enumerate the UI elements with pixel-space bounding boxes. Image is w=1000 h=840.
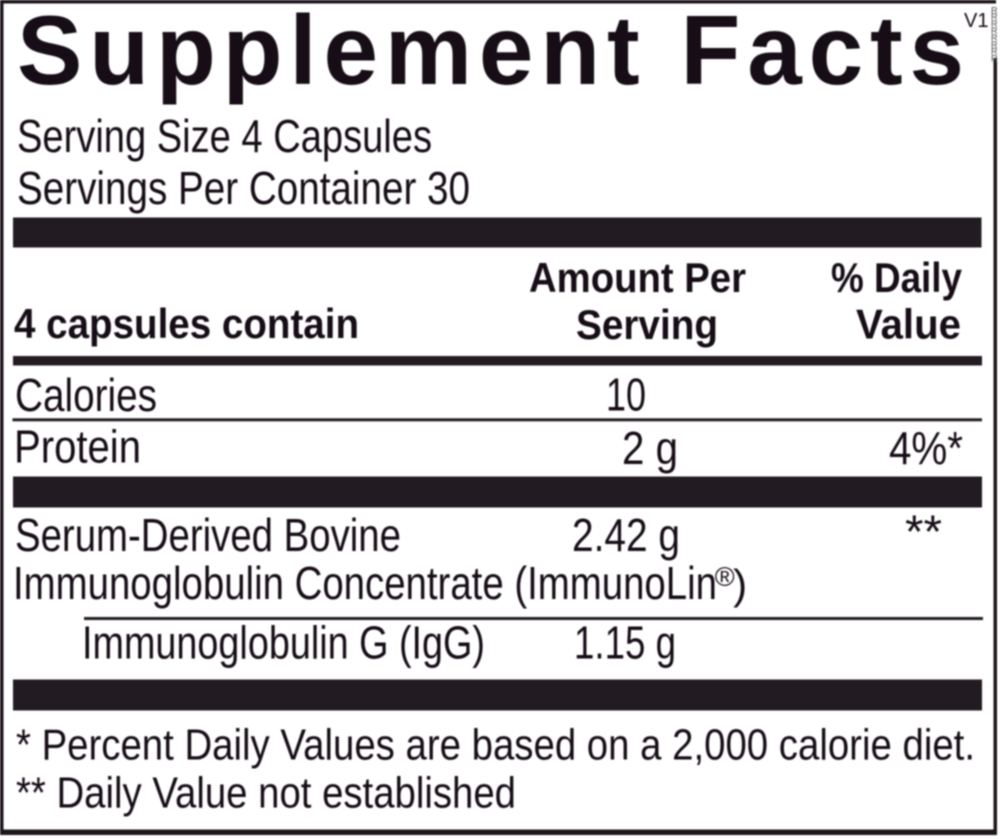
svg-text:** Daily Value not established: ** Daily Value not established bbox=[16, 770, 516, 818]
svg-text:R: R bbox=[991, 40, 998, 50]
svg-text:R: R bbox=[991, 12, 998, 22]
svg-text:Amount Per: Amount Per bbox=[529, 254, 746, 301]
svg-text:2.42 g: 2.42 g bbox=[572, 509, 680, 561]
svg-text:Immunoglobulin Concentrate (Im: Immunoglobulin Concentrate (ImmunoLin bbox=[13, 557, 717, 609]
svg-text:Immunoglobulin G (IgG): Immunoglobulin G (IgG) bbox=[82, 617, 485, 669]
svg-text:Supplement Facts: Supplement Facts bbox=[17, 0, 964, 105]
svg-text:®: ® bbox=[715, 562, 735, 592]
svg-text:Serving: Serving bbox=[576, 301, 718, 348]
svg-text:Servings Per Container 30: Servings Per Container 30 bbox=[17, 162, 470, 214]
svg-text:Value: Value bbox=[856, 301, 961, 348]
svg-text:* Percent Daily Values are bas: * Percent Daily Values are based on a 2,… bbox=[16, 722, 975, 770]
svg-text:% Daily: % Daily bbox=[831, 254, 963, 301]
svg-text:R: R bbox=[991, 54, 998, 64]
svg-text:R: R bbox=[991, 47, 998, 57]
svg-text:Serving Size 4 Capsules: Serving Size 4 Capsules bbox=[17, 110, 432, 162]
svg-text:4 capsules contain: 4 capsules contain bbox=[14, 300, 359, 347]
svg-text:R: R bbox=[991, 19, 998, 29]
svg-text:4%*: 4%* bbox=[889, 422, 963, 474]
svg-text:R: R bbox=[991, 26, 998, 36]
svg-text:V1: V1 bbox=[964, 10, 988, 32]
svg-text:**: ** bbox=[905, 506, 942, 558]
svg-text:Serum-Derived Bovine: Serum-Derived Bovine bbox=[15, 509, 401, 561]
svg-text:R: R bbox=[991, 33, 998, 43]
svg-text:): ) bbox=[733, 561, 747, 608]
svg-text:10: 10 bbox=[606, 369, 646, 421]
svg-text:Protein: Protein bbox=[14, 421, 141, 473]
svg-text:R: R bbox=[991, 5, 998, 15]
svg-text:1.15 g: 1.15 g bbox=[574, 617, 676, 669]
svg-text:2 g: 2 g bbox=[622, 422, 678, 474]
svg-text:Calories: Calories bbox=[15, 369, 157, 421]
